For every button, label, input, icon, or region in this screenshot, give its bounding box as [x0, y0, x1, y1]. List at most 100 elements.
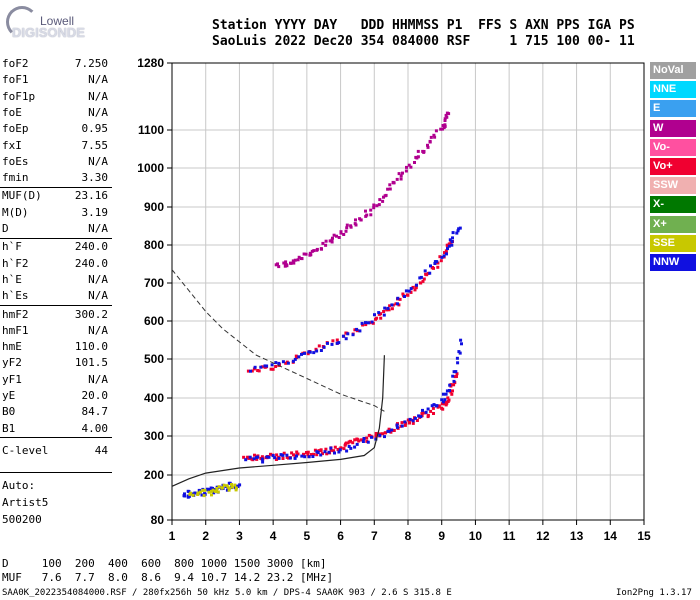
trace-point	[413, 288, 417, 292]
trace-point	[404, 289, 408, 293]
trace-point	[429, 409, 433, 413]
trace-point	[444, 403, 448, 407]
trace-point	[335, 234, 338, 238]
trace-point	[399, 177, 403, 181]
trace-point	[383, 194, 387, 198]
trace-point	[353, 438, 357, 442]
trace-point	[293, 258, 297, 262]
trace-point	[422, 150, 426, 153]
scale-code-label: 500200	[2, 513, 42, 526]
trace-point	[441, 127, 444, 131]
trace-point	[293, 357, 297, 361]
trace-point	[238, 483, 242, 487]
trace-point	[295, 356, 299, 360]
trace-point	[358, 217, 362, 221]
trace-point	[416, 149, 420, 153]
y-tick-label: 500	[144, 352, 164, 366]
trace-point	[198, 490, 202, 494]
trace-point	[257, 369, 261, 373]
param-value: 4.00	[81, 421, 109, 435]
param-key: foF2	[2, 57, 29, 70]
trace-point	[388, 183, 392, 187]
trace-point	[306, 453, 310, 457]
y-tick-label: 300	[144, 429, 164, 443]
trace-point	[330, 238, 334, 242]
trace-point	[445, 111, 449, 115]
trace-point	[369, 208, 373, 212]
trace-point	[349, 439, 352, 443]
trace-point	[419, 415, 423, 419]
trace-point	[327, 450, 331, 454]
y-tick-label: 80	[151, 513, 165, 527]
trace-point	[435, 404, 439, 408]
trace-point	[227, 486, 231, 490]
param-row-he: h`E N/A	[0, 272, 112, 288]
trace-point	[308, 350, 312, 354]
trace-point	[259, 365, 263, 369]
trace-point	[433, 262, 437, 265]
param-value: 3.19	[81, 205, 109, 219]
header-line-1: Station YYYY DAY DDD HHMMSS P1 FFS S AXN…	[212, 18, 635, 33]
trace-point	[187, 494, 191, 498]
param-row-clevel: C-level 44	[0, 443, 112, 459]
trace-point	[319, 453, 323, 457]
trace-point	[364, 321, 367, 325]
trace-point	[419, 281, 423, 285]
param-value: N/A	[88, 323, 108, 337]
trace-point	[366, 321, 370, 325]
trace-point	[407, 163, 411, 167]
param-value: N/A	[88, 222, 108, 235]
trace-point	[439, 127, 443, 131]
param-value: 110.0	[74, 340, 108, 354]
trace-point	[345, 223, 349, 227]
trace-point	[432, 412, 435, 415]
trace-point	[411, 419, 415, 423]
muf-row: MUF 7.6 7.7 8.0 8.6 9.4 10.7 14.2 23.2 […	[2, 571, 334, 584]
trace-point	[452, 383, 456, 387]
param-row-hmf1: hmF1 N/A	[0, 323, 112, 339]
trace-point	[351, 441, 355, 445]
trace-point	[414, 286, 418, 290]
trace-point	[307, 455, 311, 459]
trace-point	[443, 117, 447, 121]
trace-point	[253, 453, 256, 457]
param-value: 240.0	[74, 240, 108, 254]
trace-point	[408, 417, 412, 421]
trace-point	[315, 349, 319, 353]
trace-point	[387, 427, 391, 431]
trace-point	[291, 359, 295, 363]
trace-point	[426, 413, 430, 417]
trace-point	[316, 451, 320, 454]
param-key: h`Es	[2, 289, 29, 303]
trace-point	[310, 453, 313, 456]
param-key: foE	[2, 105, 22, 119]
trace-point	[320, 247, 323, 251]
trace-point	[246, 369, 250, 373]
trace-point	[431, 406, 435, 410]
trace-point	[289, 261, 292, 265]
trace-point	[359, 218, 363, 222]
trace-point	[445, 389, 449, 393]
param-row-hf: h`F 240.0	[0, 239, 112, 255]
trace-point	[344, 441, 348, 445]
param-value: N/A	[88, 372, 108, 386]
trace-point	[293, 456, 297, 460]
footer-file-info: SAA0K_2022354084000.RSF / 280fx256h 50 k…	[2, 588, 452, 598]
trace-point	[379, 312, 383, 316]
param-key: yE	[2, 389, 16, 402]
trace-point	[281, 360, 285, 364]
trace-point	[314, 347, 318, 351]
trace-point	[277, 456, 281, 460]
legend-item-ssw: SSW	[650, 177, 696, 195]
trace-point	[360, 321, 364, 325]
trace-point	[335, 341, 339, 345]
trace-point	[265, 364, 269, 368]
trace-point	[250, 369, 254, 373]
trace-point	[300, 352, 303, 356]
trace-point	[276, 262, 279, 266]
x-tick-label: 2	[202, 529, 209, 543]
param-value: 0.95	[81, 122, 109, 136]
trace-point	[290, 451, 294, 455]
legend-item-x: X+	[650, 215, 696, 233]
